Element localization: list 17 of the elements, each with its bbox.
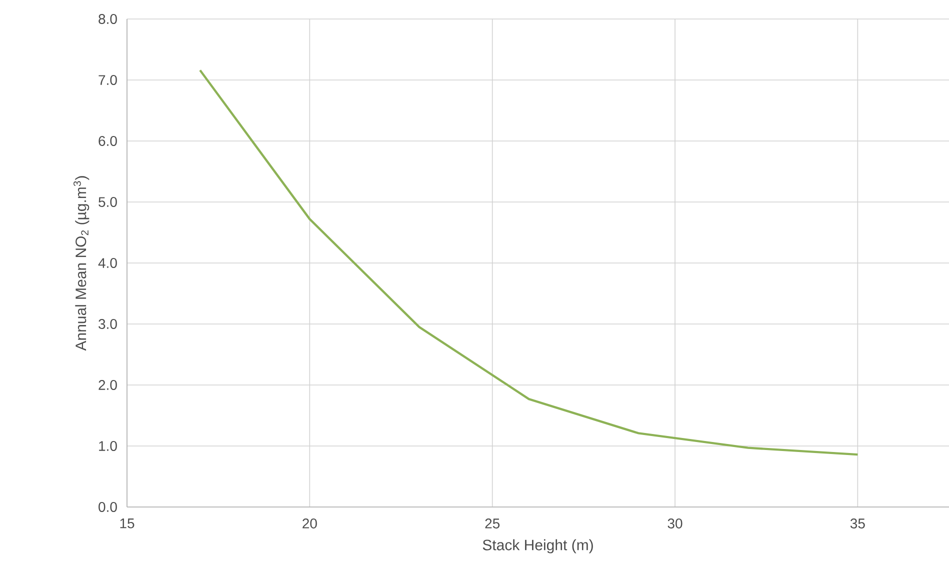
x-tick-label: 30 <box>668 518 682 528</box>
x-tick-label: 35 <box>850 518 865 528</box>
x-tick-label: 20 <box>302 518 317 528</box>
y-tick-label: 1.0 <box>99 441 117 451</box>
x-axis-title: Stack Height (m) <box>482 539 593 554</box>
x-tick-label: 25 <box>485 518 500 528</box>
y-tick-label: 8.0 <box>98 14 117 24</box>
y-tick-label: 2.0 <box>98 380 117 390</box>
line-series <box>198 69 859 456</box>
y-tick-label: 7.0 <box>98 75 117 85</box>
y-tick-label: 3.0 <box>98 319 117 329</box>
y-tick-label: 6.0 <box>98 136 117 146</box>
y-tick-label: 0.0 <box>98 502 117 512</box>
y-axis-title: Annual Mean NO$_{2}$ (µg.m$^{3}$) <box>73 176 90 351</box>
y-tick-label: 4.0 <box>98 258 117 268</box>
y-tick-label: 5.0 <box>98 197 117 207</box>
x-tick-label: 15 <box>120 518 134 528</box>
